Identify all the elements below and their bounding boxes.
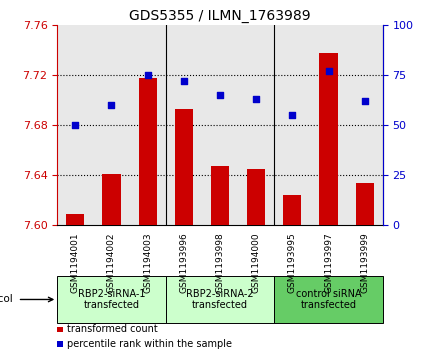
Text: GSM1193995: GSM1193995 bbox=[288, 232, 297, 293]
Text: control siRNA
transfected: control siRNA transfected bbox=[296, 289, 361, 310]
Point bbox=[216, 93, 224, 98]
Point bbox=[253, 96, 260, 102]
Text: GSM1194000: GSM1194000 bbox=[252, 232, 260, 293]
Text: GSM1193997: GSM1193997 bbox=[324, 232, 333, 293]
Bar bbox=[139, 78, 157, 225]
Point bbox=[361, 98, 368, 104]
Point bbox=[72, 122, 79, 128]
Text: GSM1194001: GSM1194001 bbox=[71, 232, 80, 293]
Point bbox=[108, 102, 115, 108]
Text: RBP2-siRNA-2
transfected: RBP2-siRNA-2 transfected bbox=[186, 289, 254, 310]
Text: protocol: protocol bbox=[0, 294, 13, 305]
Bar bbox=[283, 195, 301, 225]
Bar bbox=[356, 183, 374, 225]
Text: GSM1193999: GSM1193999 bbox=[360, 232, 369, 293]
Bar bbox=[247, 169, 265, 225]
Bar bbox=[211, 166, 229, 225]
Title: GDS5355 / ILMN_1763989: GDS5355 / ILMN_1763989 bbox=[129, 9, 311, 23]
Bar bbox=[175, 109, 193, 225]
Bar bbox=[103, 174, 121, 225]
Text: RBP2-siRNA-1
transfected: RBP2-siRNA-1 transfected bbox=[78, 289, 145, 310]
Bar bbox=[66, 214, 84, 225]
Text: transformed count: transformed count bbox=[67, 325, 158, 334]
Point bbox=[289, 112, 296, 118]
Text: GSM1194003: GSM1194003 bbox=[143, 232, 152, 293]
Point bbox=[180, 78, 187, 84]
Point bbox=[144, 73, 151, 78]
Text: GSM1193996: GSM1193996 bbox=[180, 232, 188, 293]
Text: GSM1193998: GSM1193998 bbox=[216, 232, 224, 293]
Point bbox=[325, 68, 332, 74]
Text: GSM1194002: GSM1194002 bbox=[107, 232, 116, 293]
Text: percentile rank within the sample: percentile rank within the sample bbox=[67, 339, 232, 349]
Bar bbox=[319, 53, 337, 225]
